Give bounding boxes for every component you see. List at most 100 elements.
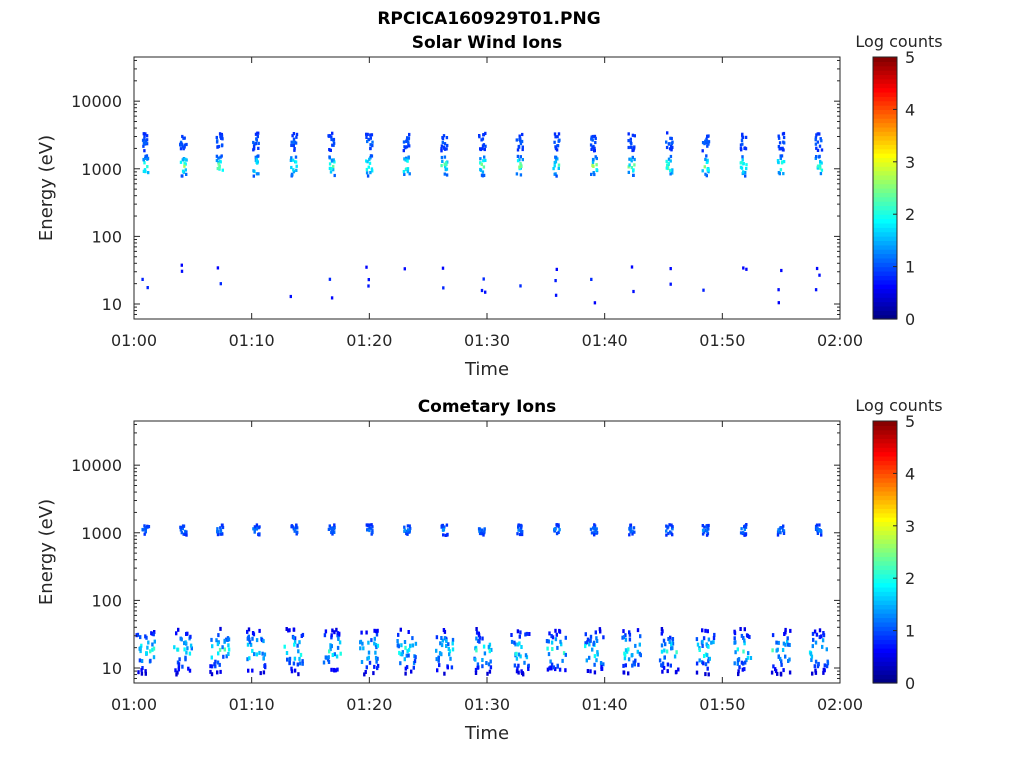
data-cell (478, 635, 481, 640)
data-cell (589, 143, 593, 147)
data-cell (519, 284, 522, 288)
data-cell (289, 294, 292, 299)
colorbar-segment (873, 499, 897, 505)
data-cell (438, 651, 442, 656)
data-cell (329, 643, 332, 648)
data-cell (404, 666, 407, 671)
data-cell (290, 156, 293, 160)
data-cell (329, 170, 333, 174)
data-cell (741, 667, 744, 672)
data-cell (702, 661, 705, 666)
data-cell (813, 664, 816, 669)
data-cell (364, 670, 367, 674)
data-cell (251, 648, 254, 653)
data-cell (289, 158, 293, 162)
data-cell (638, 651, 642, 656)
data-cell (770, 670, 774, 675)
data-cell (622, 635, 626, 640)
data-cell (447, 642, 450, 647)
data-cell (552, 665, 556, 670)
data-cell (482, 644, 486, 649)
data-cell (588, 638, 592, 643)
data-cell (664, 642, 667, 647)
data-cell (550, 666, 553, 671)
data-cell (363, 672, 366, 677)
data-cell (292, 132, 296, 136)
data-cell (745, 267, 748, 271)
data-cell (704, 157, 707, 161)
data-cell (707, 523, 710, 528)
data-cell (440, 643, 444, 648)
data-cell (448, 649, 452, 654)
data-cell (436, 668, 439, 673)
colorbar-segment (873, 586, 897, 592)
data-cell (480, 528, 484, 532)
data-cell (301, 661, 304, 666)
data-cell (216, 642, 220, 647)
data-cell (666, 669, 669, 674)
data-cell (399, 652, 402, 657)
data-cell (144, 529, 147, 533)
data-cell (247, 627, 251, 632)
data-cell (365, 167, 369, 172)
data-cell (820, 161, 823, 165)
data-cell (144, 634, 147, 639)
data-cell (749, 656, 753, 660)
data-cell (661, 663, 664, 668)
data-cell (252, 174, 255, 178)
data-cell (669, 168, 672, 172)
colorbar-tick-label: 1 (905, 258, 915, 277)
data-cell (366, 174, 370, 178)
colorbar-segment (873, 643, 897, 649)
data-cell (743, 667, 746, 672)
colorbar-segment (873, 626, 897, 632)
data-cell (139, 645, 142, 650)
data-cell (411, 643, 415, 648)
data-cell (488, 642, 492, 647)
colorbar-segment (873, 153, 897, 159)
data-cell (820, 168, 824, 172)
data-cell (370, 167, 374, 171)
data-cell (292, 527, 295, 531)
colorbar-segment (873, 503, 897, 509)
data-cell (137, 670, 140, 675)
data-cell (225, 654, 228, 659)
data-cell (262, 656, 265, 661)
data-cell (516, 148, 520, 152)
data-cell (373, 664, 376, 669)
data-cell (629, 526, 633, 530)
data-cell (812, 637, 815, 642)
data-cell (663, 648, 666, 653)
data-cell (180, 531, 183, 535)
data-cell (142, 132, 145, 136)
data-cell (179, 160, 183, 164)
data-cell (330, 135, 333, 139)
data-cell (366, 523, 369, 527)
data-cell (253, 530, 256, 534)
data-cell (771, 633, 775, 638)
data-cell (816, 529, 819, 533)
data-cell (781, 146, 784, 150)
x-axis: 01:00 01:10 01:20 01:30 01:40 01:50 02:00 (111, 57, 863, 350)
data-cell (442, 286, 445, 290)
data-cell (214, 664, 217, 669)
data-cell (564, 668, 567, 673)
colorbar-segment (873, 608, 897, 614)
data-cell (176, 647, 179, 652)
data-cell (293, 636, 297, 641)
data-cell (402, 140, 406, 144)
colorbar-tick-label: 0 (905, 674, 915, 693)
data-cell (593, 172, 596, 177)
data-cell (810, 658, 813, 662)
colorbar-segment (873, 451, 897, 457)
data-cell (184, 655, 187, 660)
data-cell (440, 155, 444, 160)
data-cell (736, 661, 739, 666)
data-cell (475, 627, 478, 631)
data-cell (478, 135, 481, 139)
data-cell (219, 626, 222, 631)
colorbar-segment (873, 661, 897, 667)
data-cell (778, 172, 781, 176)
data-cell (140, 667, 143, 672)
colorbar-segment (873, 495, 897, 501)
